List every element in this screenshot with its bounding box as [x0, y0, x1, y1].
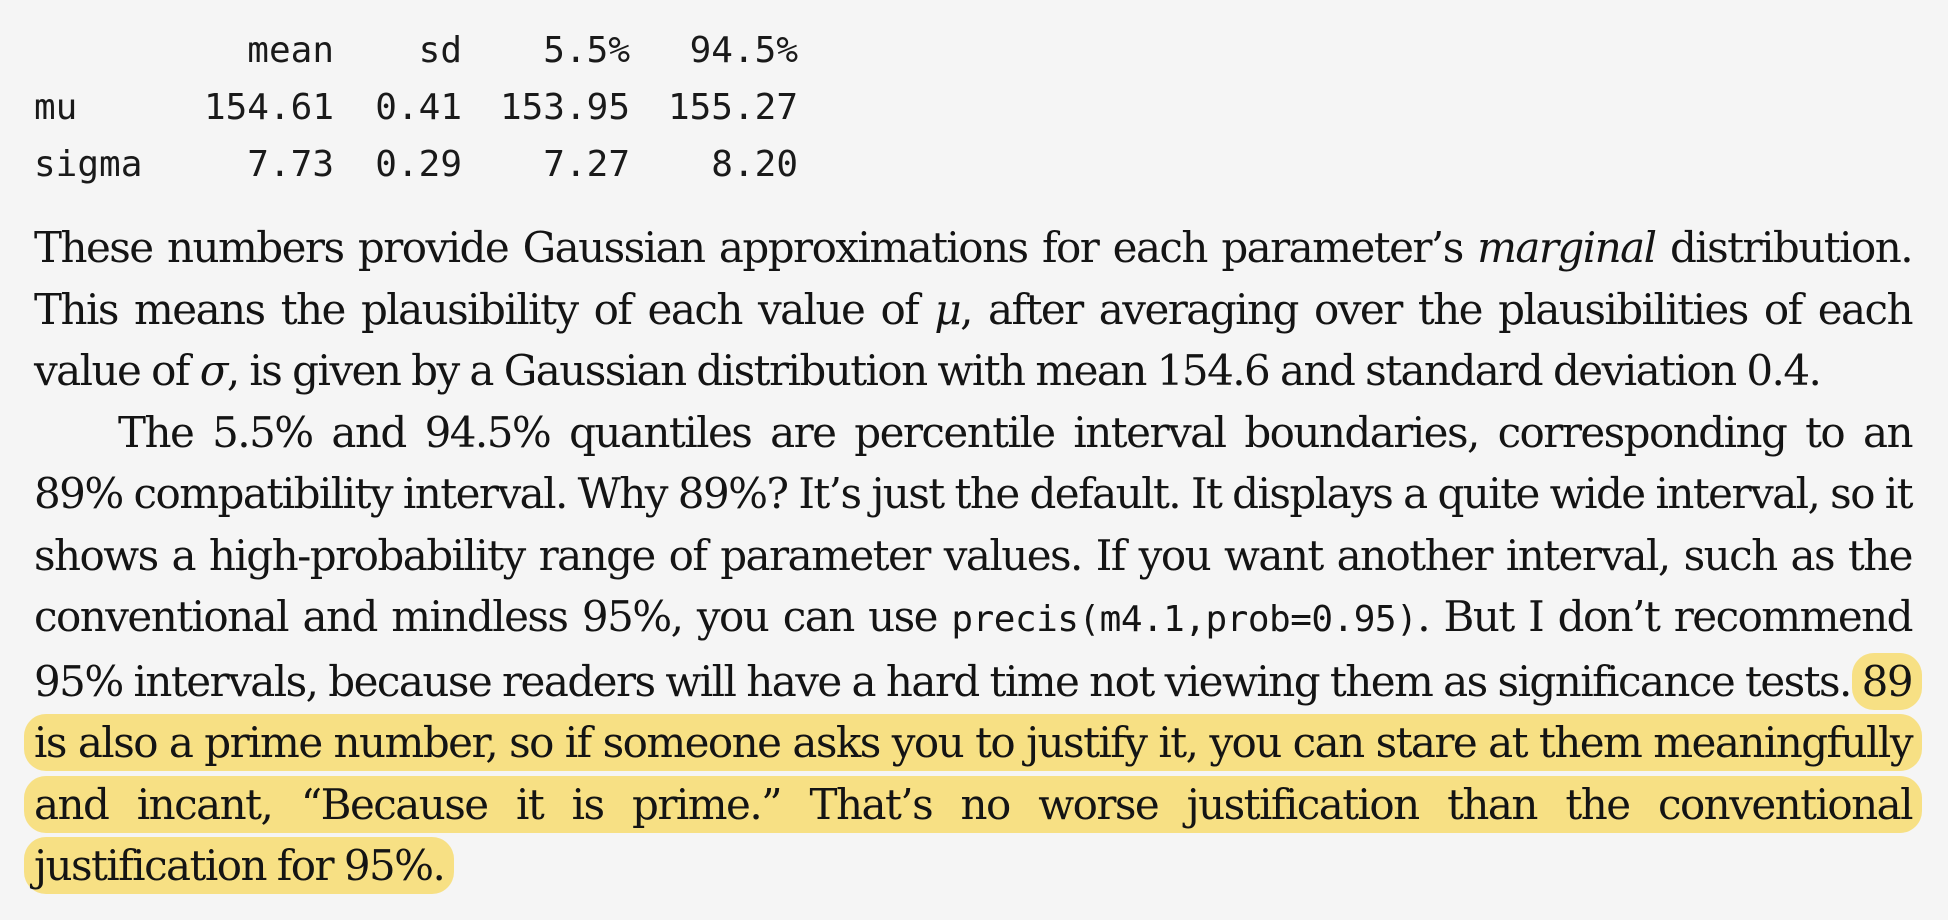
text-run: , is given by a Gaussian distribution wi… [226, 346, 1822, 395]
symbol-sigma: σ [199, 346, 229, 395]
cell-sd: 0.29 [375, 144, 462, 185]
table-header-empty [34, 22, 166, 79]
table-header-mean: mean [247, 30, 334, 71]
cell-lower: 153.95 [499, 87, 630, 128]
page: mean sd 5.5% 94.5% mu 154.61 0.41 153.95… [24, 22, 1922, 897]
emphasis-marginal: marginal [1477, 223, 1657, 272]
text-run: These numbers provide Gaussian approxima… [34, 223, 1478, 272]
paragraph-interval: The 5.5% and 94.5% quantiles are percent… [24, 402, 1922, 897]
cell-upper: 155.27 [667, 87, 798, 128]
table-header-upper: 94.5% [689, 30, 798, 71]
cell-upper: 8.20 [711, 144, 798, 185]
text-run: The 5.5% and 94.5% quantiles are percent… [34, 407, 1914, 642]
paragraph-marginal: These numbers provide Gaussian approxima… [34, 217, 1914, 402]
table-header-lower: 5.5% [543, 30, 630, 71]
table-row: sigma 7.73 0.29 7.27 8.20 [34, 136, 798, 193]
text-run: . But I don’t recommend 95% intervals, b… [34, 592, 1914, 706]
row-name: sigma [34, 144, 143, 185]
row-name: mu [34, 87, 78, 128]
text-run: , after averaging over the plausibilitie… [34, 284, 1914, 396]
body-text: These numbers provide Gaussian approxima… [24, 217, 1922, 897]
precis-output-table: mean sd 5.5% 94.5% mu 154.61 0.41 153.95… [34, 22, 798, 193]
inline-code: precis(m4.1,prob=0.95) [951, 599, 1418, 640]
symbol-mu: μ [934, 284, 961, 334]
cell-mean: 7.73 [247, 144, 334, 185]
cell-lower: 7.27 [543, 144, 630, 185]
cell-sd: 0.41 [375, 87, 462, 128]
table-row: mu 154.61 0.41 153.95 155.27 [34, 79, 798, 136]
table-header-row: mean sd 5.5% 94.5% [34, 22, 798, 79]
cell-mean: 154.61 [203, 87, 334, 128]
table-header-sd: sd [418, 30, 462, 71]
text-run: distribution. This means the plausibilit… [34, 223, 1914, 334]
